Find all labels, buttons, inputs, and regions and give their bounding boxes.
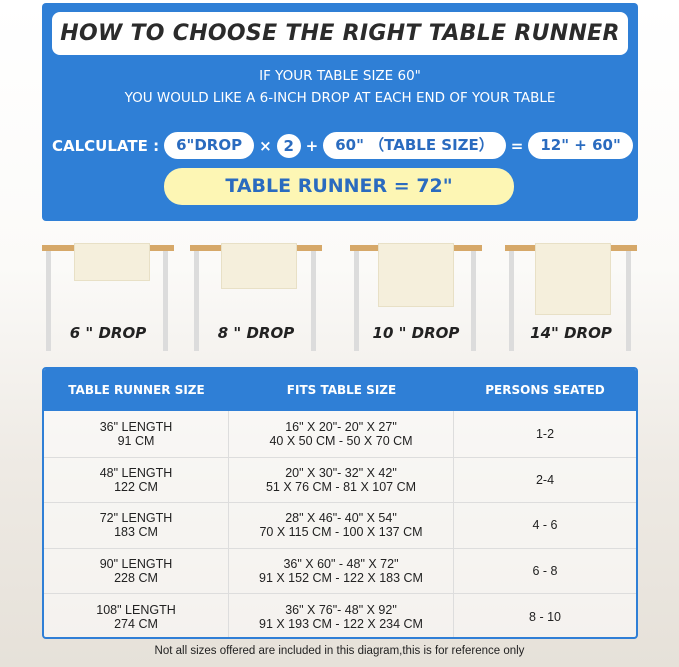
table-row: 90" LENGTH 228 CM 36" X 60" - 48" X 72" 91… <box>44 547 636 594</box>
fits-size-cell: 36" X 76"- 48" X 92" 91 X 193 CM - 122 X … <box>229 594 454 637</box>
length-cm: 122 CM <box>114 479 158 494</box>
runner-size-cell: 48" LENGTH 122 CM <box>44 457 229 503</box>
length-cm: 274 CM <box>114 616 158 631</box>
header-runner-size: TABLE RUNNER SIZE <box>68 383 205 397</box>
fit-inches: 28" X 46"- 40" X 54" <box>285 511 397 526</box>
persons-value: 2-4 <box>535 472 555 487</box>
length-inches: 36" LENGTH <box>99 419 173 434</box>
length-cm: 91 CM <box>117 433 155 448</box>
persons-cell: 2-4 <box>454 458 636 503</box>
sum-pill: 12" + 60" <box>528 132 633 159</box>
runner-cloth <box>221 243 297 289</box>
fits-size-cell: 16" X 20"- 20" X 27" 40 X 50 CM - 50 X 70… <box>229 411 454 457</box>
fit-inches: 36" X 60" - 48" X 72" <box>283 557 399 572</box>
persons-cell: 4 - 6 <box>454 503 636 548</box>
length-cm: 183 CM <box>114 525 158 540</box>
runner-size-cell: 72" LENGTH 183 CM <box>44 503 229 548</box>
runner-cloth <box>74 243 150 281</box>
drop-label: 10 " DROP <box>372 324 460 342</box>
calculation-row: CALCULATE : 6"DROP × 2 + 60" （TABLE SIZE… <box>52 132 633 159</box>
table-row: 72" LENGTH 183 CM 28" X 46"- 40" X 54" 70 … <box>44 502 636 548</box>
fit-cm: 51 X 76 CM - 81 X 107 CM <box>265 479 417 494</box>
fit-cm: 70 X 115 CM - 100 X 137 CM <box>259 525 423 540</box>
drop-label: 8 " DROP <box>217 324 295 342</box>
drop-illustration-10: 10 " DROP <box>350 240 482 355</box>
fit-inches: 20" X 30"- 32" X 42" <box>285 465 397 480</box>
persons-value: 1-2 <box>535 426 555 441</box>
runner-cloth <box>378 243 454 307</box>
table-size-pill: 60" （TABLE SIZE） <box>323 132 506 159</box>
runner-size-cell: 108" LENGTH 274 CM <box>44 594 229 637</box>
runner-size-cell: 90" LENGTH 228 CM <box>44 548 229 594</box>
drop-illustration-14: 14" DROP <box>505 240 637 355</box>
persons-value: 6 - 8 <box>532 564 558 579</box>
intro-line-2: YOU WOULD LIKE A 6-INCH DROP AT EACH END… <box>124 90 556 106</box>
drop-pill: 6"DROP <box>164 132 255 159</box>
length-inches: 108" LENGTH <box>96 602 176 617</box>
runner-cloth <box>535 243 611 315</box>
persons-cell: 8 - 10 <box>454 594 636 637</box>
length-inches: 48" LENGTH <box>99 465 173 480</box>
size-table: TABLE RUNNER SIZE FITS TABLE SIZE PERSON… <box>42 367 638 639</box>
result-pill: TABLE RUNNER = 72" <box>164 168 514 205</box>
multiplier-circle: 2 <box>276 133 301 158</box>
table-header: TABLE RUNNER SIZE FITS TABLE SIZE PERSON… <box>44 369 636 411</box>
persons-value: 4 - 6 <box>532 518 558 533</box>
drop-label: 6 " DROP <box>69 324 147 342</box>
fits-size-cell: 28" X 46"- 40" X 54" 70 X 115 CM - 100 X … <box>229 503 454 548</box>
drop-label: 14" DROP <box>530 324 612 342</box>
fit-cm: 40 X 50 CM - 50 X 70 CM <box>269 433 413 448</box>
table-row: 108" LENGTH 274 CM 36" X 76"- 48" X 92" 91… <box>44 593 636 637</box>
fits-size-cell: 36" X 60" - 48" X 72" 91 X 152 CM - 122 X… <box>229 548 454 594</box>
page-title: HOW TO CHOOSE THE RIGHT TABLE RUNNER <box>52 12 628 55</box>
footnote: Not all sizes offered are included in th… <box>154 645 525 657</box>
times-sign: × <box>259 136 272 155</box>
fit-cm: 91 X 152 CM - 122 X 183 CM <box>259 571 423 586</box>
fit-inches: 36" X 76"- 48" X 92" <box>285 602 397 617</box>
runner-size-cell: 36" LENGTH 91 CM <box>44 411 229 457</box>
calculation-panel: HOW TO CHOOSE THE RIGHT TABLE RUNNER IF … <box>42 3 638 221</box>
drop-illustration-8: 8 " DROP <box>190 240 322 355</box>
intro-line-1: IF YOUR TABLE SIZE 60" <box>259 68 421 84</box>
header-persons: PERSONS SEATED <box>485 383 605 397</box>
length-inches: 90" LENGTH <box>99 557 173 572</box>
header-fits-table: FITS TABLE SIZE <box>286 383 397 397</box>
persons-cell: 6 - 8 <box>454 549 636 594</box>
fits-size-cell: 20" X 30"- 32" X 42" 51 X 76 CM - 81 X 10… <box>229 457 454 503</box>
equals-sign: = <box>510 136 524 155</box>
length-inches: 72" LENGTH <box>99 511 173 526</box>
table-row: 36" LENGTH 91 CM 16" X 20"- 20" X 27" 40 X… <box>44 411 636 457</box>
persons-value: 8 - 10 <box>529 609 561 624</box>
persons-cell: 1-2 <box>454 411 636 457</box>
calc-label: CALCULATE : <box>52 136 160 155</box>
length-cm: 228 CM <box>114 571 158 586</box>
plus-sign: + <box>305 136 319 155</box>
table-row: 48" LENGTH 122 CM 20" X 30"- 32" X 42" 51 … <box>44 456 636 503</box>
fit-inches: 16" X 20"- 20" X 27" <box>285 419 397 434</box>
drop-illustration-6: 6 " DROP <box>42 240 174 355</box>
fit-cm: 91 X 193 CM - 122 X 234 CM <box>259 616 423 631</box>
